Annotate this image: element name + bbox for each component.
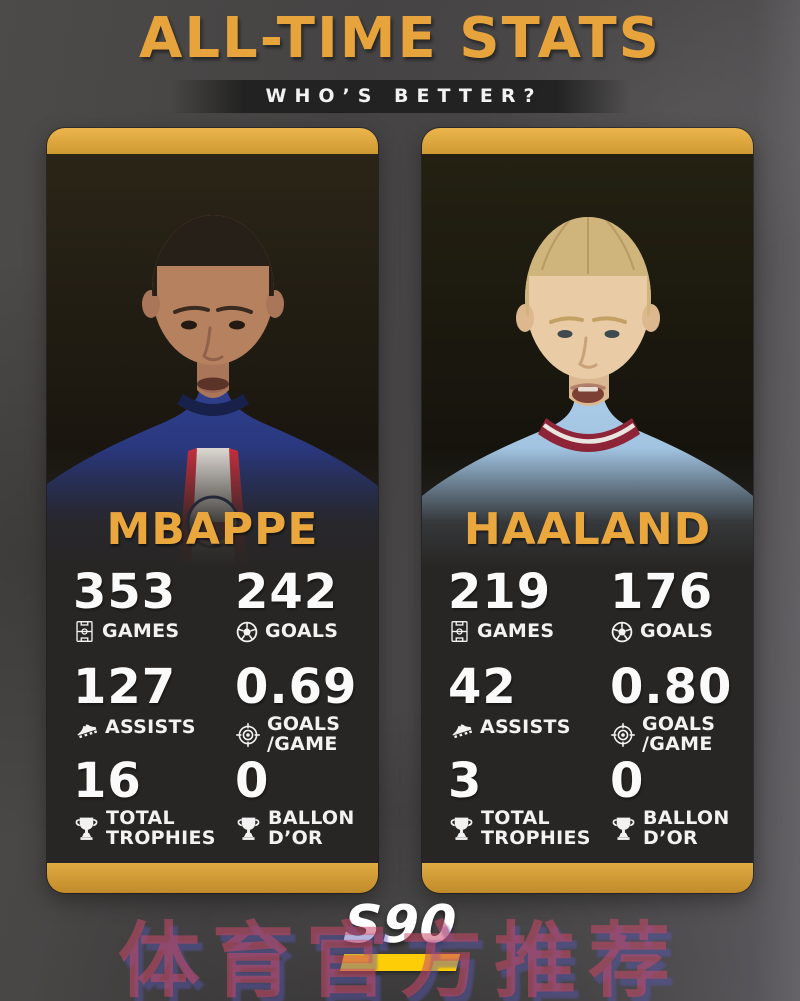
subtitle-band: WHO’S BETTER? — [170, 80, 630, 113]
stat-goals-per-game: 0.80 GOALS /GAME — [610, 663, 747, 757]
stat-games: 219 GAMES — [448, 568, 610, 663]
stat-value: 42 — [448, 659, 517, 715]
stat-total-trophies: 16 TOTAL TROPHIES — [73, 757, 235, 857]
stat-value: 16 — [73, 753, 142, 809]
card-bottom-gold-bar — [47, 863, 378, 893]
soccer-ball-icon — [610, 620, 634, 644]
stat-total-trophies: 3 TOTAL TROPHIES — [448, 757, 610, 857]
stats-grid-haaland: 219 GAMES 176 GOALS 42 ASSISTS — [448, 568, 747, 857]
stat-value: 127 — [73, 659, 177, 715]
stat-games: 353 GAMES — [73, 568, 235, 663]
stat-goals: 242 GOALS — [235, 568, 372, 663]
boot-icon — [73, 715, 99, 741]
pitch-icon — [73, 620, 96, 643]
stat-value: 353 — [73, 564, 177, 620]
stat-label: GAMES — [477, 619, 555, 642]
stat-label: BALLON D’OR — [643, 807, 730, 849]
stat-value: 219 — [448, 564, 552, 620]
stat-label: TOTAL TROPHIES — [481, 807, 591, 849]
stat-label: GOALS — [265, 620, 339, 643]
player-card-haaland: HAALAND 219 GAMES 176 GOALS 42 — [422, 128, 753, 893]
stat-value: 0 — [235, 753, 270, 809]
stat-ballon-dor: 0 BALLON D’OR — [235, 757, 372, 857]
trophy-icon — [610, 815, 637, 842]
stat-label: TOTAL TROPHIES — [106, 807, 216, 849]
footer: S90 — [0, 895, 800, 971]
card-top-gold-bar — [47, 128, 378, 156]
stat-label: GAMES — [102, 619, 180, 642]
pitch-icon — [448, 620, 471, 643]
soccer-ball-icon — [235, 620, 259, 644]
stat-label: GOALS /GAME — [267, 713, 341, 755]
haaland-photo — [422, 128, 753, 568]
boot-icon — [448, 715, 474, 741]
stat-goals-per-game: 0.69 GOALS /GAME — [235, 663, 372, 757]
target-icon — [235, 722, 261, 748]
s90-logo: S90 — [341, 895, 459, 955]
photo-fade — [422, 448, 753, 568]
card-top-gold-bar — [422, 128, 753, 156]
card-bottom-gold-bar — [422, 863, 753, 893]
stat-ballon-dor: 0 BALLON D’OR — [610, 757, 747, 857]
stat-value: 0.80 — [610, 659, 733, 715]
stat-label: GOALS /GAME — [642, 713, 716, 755]
stat-label: ASSISTS — [480, 716, 571, 739]
trophy-icon — [235, 815, 262, 842]
stat-goals: 176 GOALS — [610, 568, 747, 663]
stat-value: 0.69 — [235, 659, 358, 715]
subtitle-text: WHO’S BETTER? — [265, 85, 543, 107]
trophy-icon — [448, 815, 475, 842]
photo-fade — [47, 448, 378, 568]
player-name: MBAPPE — [106, 504, 319, 555]
trophy-icon — [73, 815, 100, 842]
stat-assists: 127 ASSISTS — [73, 663, 235, 757]
page-title: ALL-TIME STATS — [139, 6, 661, 71]
mbappe-photo — [47, 128, 378, 568]
stat-value: 176 — [610, 564, 714, 620]
stat-label: BALLON D’OR — [268, 807, 355, 849]
player-name: HAALAND — [463, 504, 712, 555]
stat-value: 242 — [235, 564, 339, 620]
target-icon — [610, 722, 636, 748]
player-card-mbappe: MBAPPE 353 GAMES 242 GOALS 127 — [47, 128, 378, 893]
stat-label: ASSISTS — [105, 716, 196, 739]
stat-value: 0 — [610, 753, 645, 809]
stats-grid-mbappe: 353 GAMES 242 GOALS 127 ASSISTS — [73, 568, 372, 857]
stat-assists: 42 ASSISTS — [448, 663, 610, 757]
s90-logo-underline — [339, 954, 461, 971]
stat-label: GOALS — [640, 620, 714, 643]
stat-value: 3 — [448, 753, 483, 809]
